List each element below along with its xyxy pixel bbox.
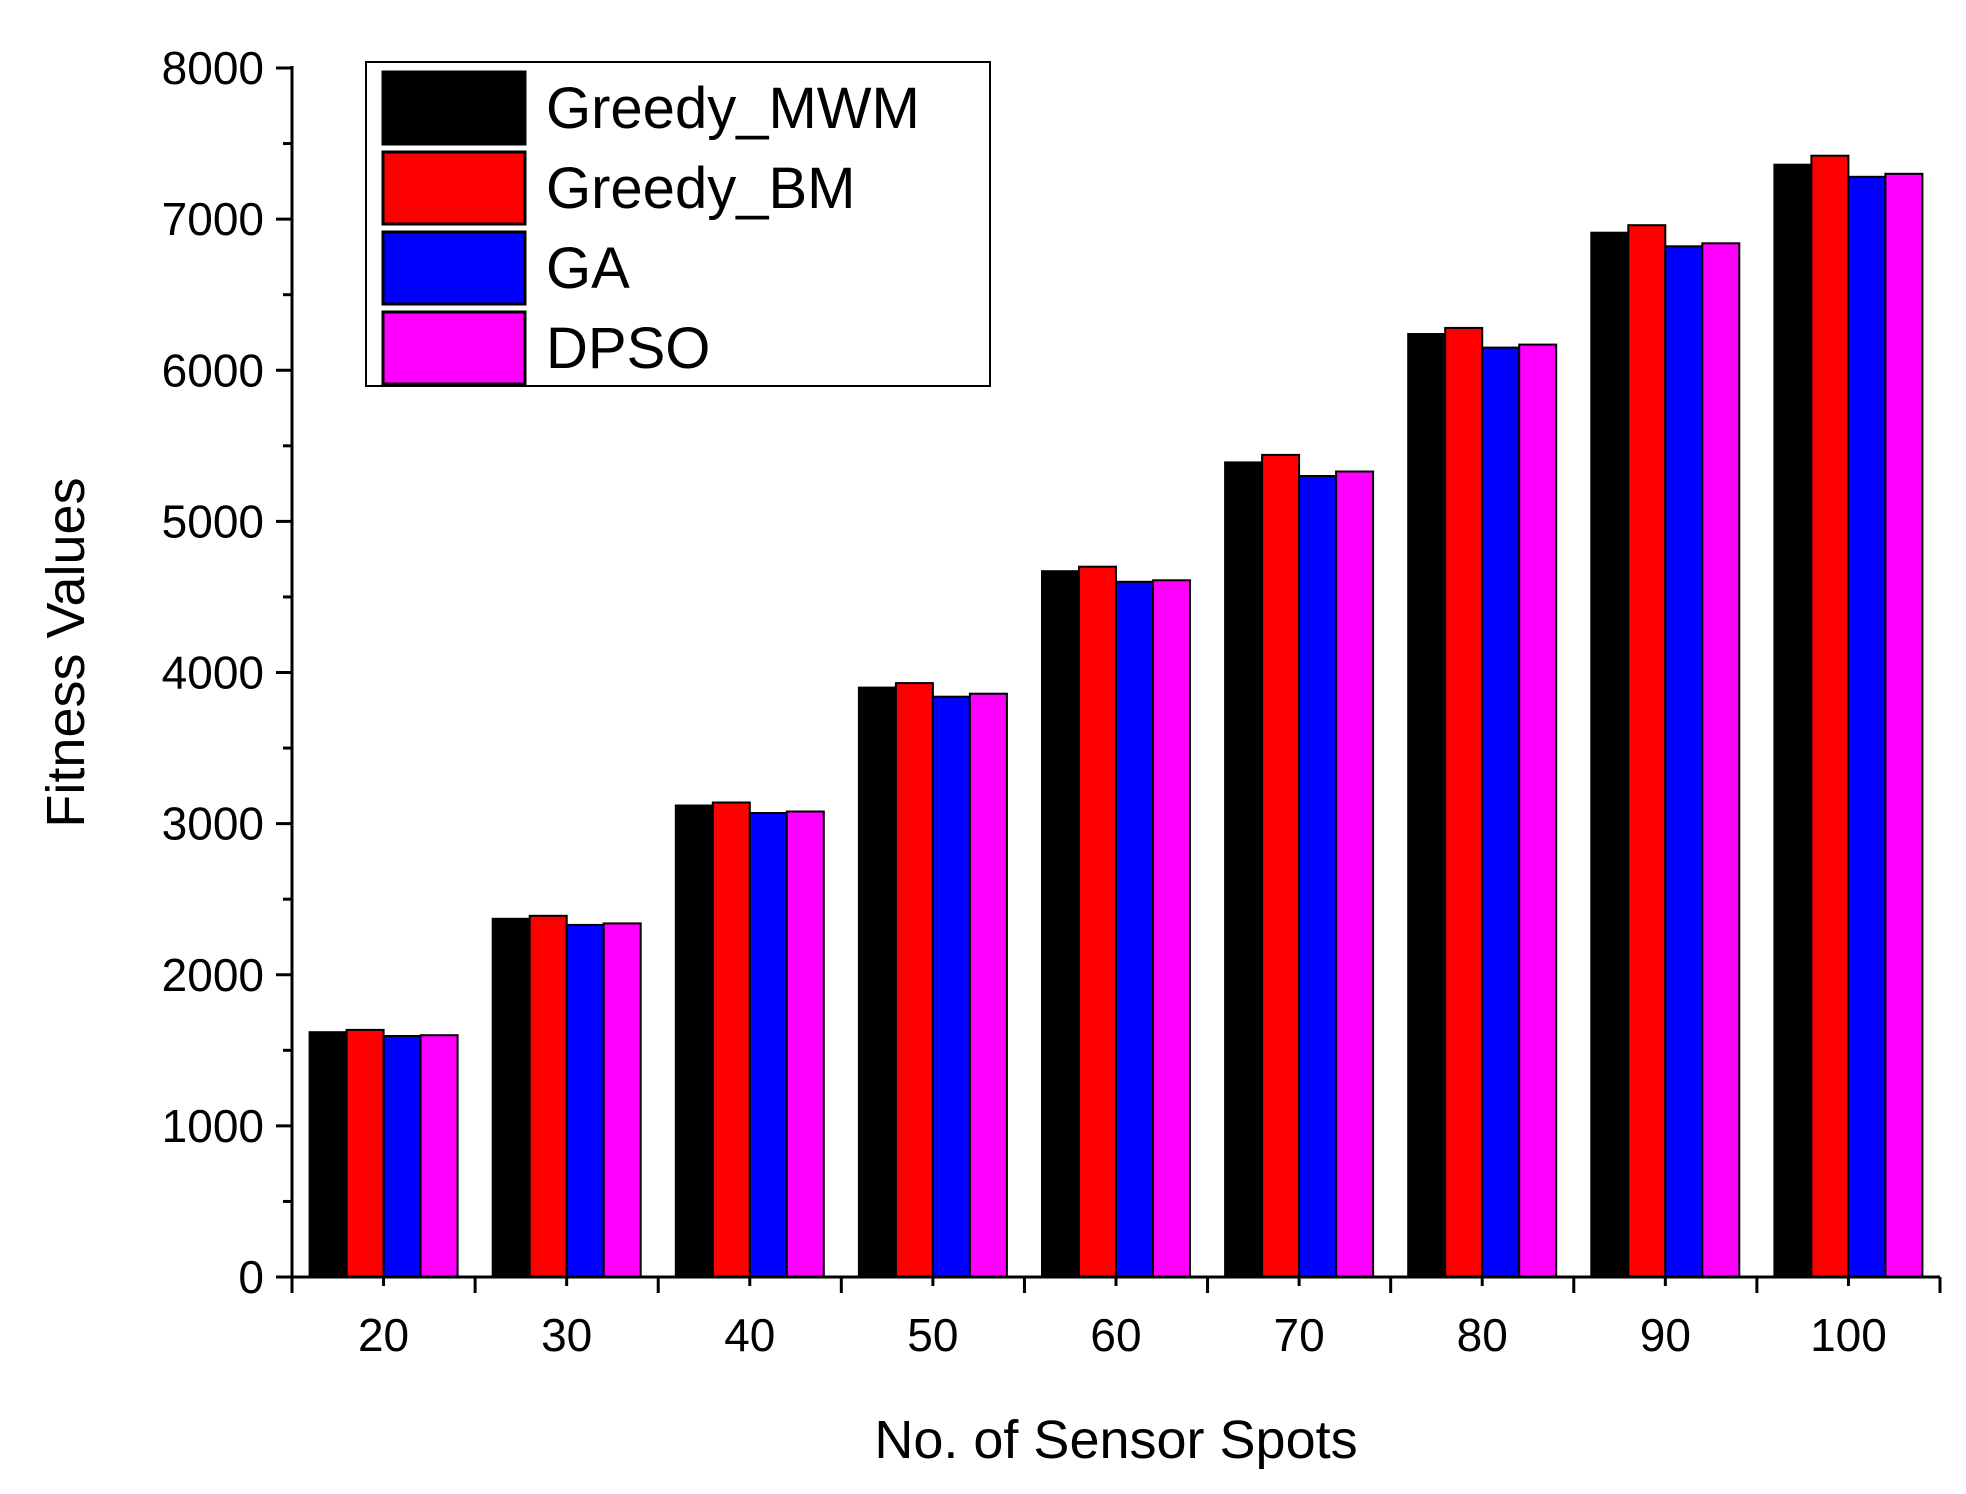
bar-ga-90 bbox=[1664, 245, 1704, 1278]
bar-dpso-30 bbox=[602, 922, 642, 1279]
legend-label-greedy-mwm: Greedy_MWM bbox=[546, 76, 920, 141]
x-tick-label-60: 60 bbox=[1090, 1309, 1141, 1361]
bar-dpso-60 bbox=[1152, 579, 1191, 1278]
bar-dpso-50 bbox=[968, 692, 1008, 1278]
legend-swatch-greedy-mwm bbox=[381, 70, 527, 146]
y-axis-title: Fitness Values bbox=[36, 477, 96, 827]
bar-greedy-bm-100 bbox=[1810, 154, 1850, 1279]
x-tick-label-100: 100 bbox=[1810, 1309, 1887, 1361]
x-tick-label-50: 50 bbox=[907, 1309, 958, 1361]
x-tick-label-20: 20 bbox=[358, 1309, 409, 1361]
bar-greedy-mwm-60 bbox=[1041, 570, 1080, 1278]
bar-greedy-mwm-20 bbox=[308, 1031, 348, 1278]
bar-greedy-bm-40 bbox=[711, 801, 751, 1278]
bar-dpso-20 bbox=[419, 1034, 459, 1278]
bar-dpso-80 bbox=[1518, 343, 1558, 1279]
bar-greedy-bm-80 bbox=[1444, 326, 1484, 1278]
legend-label-ga: GA bbox=[546, 236, 630, 301]
bars-layer bbox=[308, 154, 1924, 1279]
y-tick-label: 2000 bbox=[162, 949, 264, 1001]
bar-dpso-90 bbox=[1701, 242, 1741, 1278]
bar-ga-20 bbox=[382, 1035, 422, 1278]
bar-ga-50 bbox=[931, 695, 971, 1278]
legend-swatch-dpso bbox=[381, 310, 527, 386]
bar-greedy-bm-50 bbox=[894, 682, 934, 1278]
legend-swatch-ga bbox=[381, 230, 527, 306]
bar-greedy-bm-60 bbox=[1078, 565, 1117, 1278]
bar-greedy-bm-70 bbox=[1261, 453, 1301, 1278]
x-tick-label-90: 90 bbox=[1640, 1309, 1691, 1361]
bar-greedy-mwm-40 bbox=[674, 804, 714, 1278]
y-tick-label: 3000 bbox=[162, 798, 264, 850]
y-tick-label: 5000 bbox=[162, 495, 264, 547]
bar-ga-80 bbox=[1481, 346, 1521, 1279]
y-tick-label: 4000 bbox=[162, 647, 264, 699]
bar-ga-70 bbox=[1298, 475, 1338, 1278]
y-tick-label: 0 bbox=[238, 1251, 264, 1303]
legend-swatch-greedy-bm bbox=[381, 150, 527, 226]
bar-greedy-mwm-70 bbox=[1224, 461, 1264, 1278]
y-tick-label: 6000 bbox=[162, 344, 264, 396]
bar-greedy-bm-90 bbox=[1627, 224, 1667, 1279]
bar-dpso-100 bbox=[1884, 172, 1924, 1278]
x-tick-label-30: 30 bbox=[541, 1309, 592, 1361]
bar-greedy-mwm-30 bbox=[491, 917, 531, 1278]
bar-greedy-bm-20 bbox=[345, 1028, 385, 1279]
bar-dpso-70 bbox=[1335, 470, 1375, 1278]
bar-ga-100 bbox=[1847, 175, 1887, 1278]
bar-greedy-mwm-90 bbox=[1590, 231, 1630, 1279]
x-tick-label-80: 80 bbox=[1457, 1309, 1508, 1361]
bar-greedy-mwm-80 bbox=[1407, 333, 1447, 1278]
bar-dpso-40 bbox=[785, 810, 825, 1278]
legend-label-dpso: DPSO bbox=[546, 316, 710, 381]
x-tick-label-70: 70 bbox=[1274, 1309, 1325, 1361]
bar-greedy-mwm-100 bbox=[1773, 163, 1813, 1279]
y-tick-label: 8000 bbox=[162, 42, 264, 94]
axes-layer: 0 1000 2000 3000 4000 5000 6000 7000 8000 20 30 40 5… bbox=[162, 42, 1942, 1361]
bar-ga-60 bbox=[1115, 580, 1154, 1278]
x-axis-title: No. of Sensor Spots bbox=[874, 1410, 1357, 1470]
bar-greedy-mwm-50 bbox=[857, 686, 897, 1278]
x-tick-label-40: 40 bbox=[724, 1309, 775, 1361]
bar-ga-40 bbox=[748, 812, 788, 1278]
y-tick-label: 7000 bbox=[162, 193, 264, 245]
legend: Greedy_MWM Greedy_BM GA DPSO bbox=[365, 61, 991, 387]
bar-ga-30 bbox=[565, 923, 605, 1279]
bar-greedy-bm-30 bbox=[528, 914, 568, 1278]
legend-label-greedy-bm: Greedy_BM bbox=[546, 156, 855, 221]
y-tick-label: 1000 bbox=[162, 1100, 264, 1152]
